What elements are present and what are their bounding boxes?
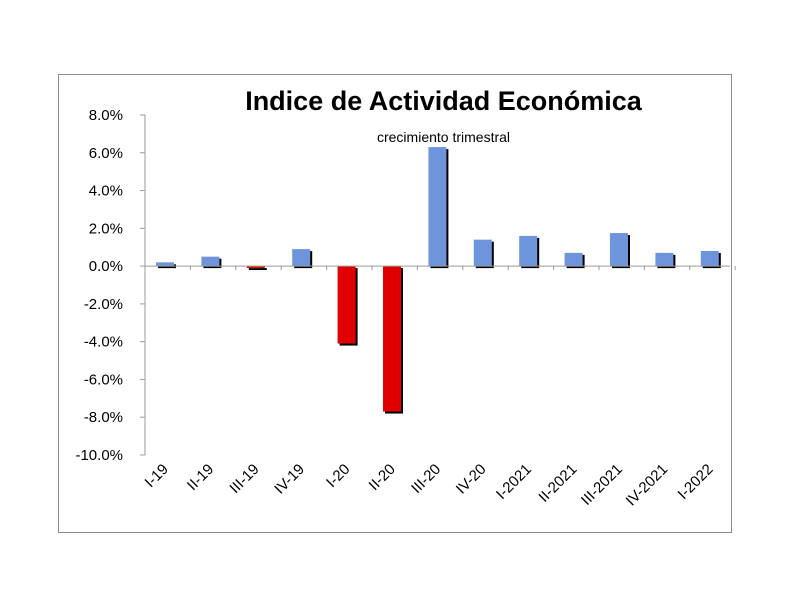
chart-subtitle: crecimiento trimestral xyxy=(376,129,511,145)
bar xyxy=(655,252,674,267)
x-category-label: I-2022 xyxy=(675,461,717,503)
y-tick-label: -10.0% xyxy=(75,447,123,464)
bar xyxy=(473,239,492,267)
bar xyxy=(246,266,265,268)
y-tick-label: 0.0% xyxy=(89,258,123,275)
bar-shadow xyxy=(248,268,267,270)
x-category-label: II-19 xyxy=(184,461,217,494)
bar xyxy=(337,266,356,344)
y-tick-label: 6.0% xyxy=(89,145,123,162)
y-tick-label: 4.0% xyxy=(89,183,123,200)
bar xyxy=(564,252,583,267)
x-category-label: II-2021 xyxy=(535,461,580,506)
bar xyxy=(700,251,719,267)
bar xyxy=(383,266,401,412)
x-category-label: I-20 xyxy=(323,461,353,491)
x-category-label: I-2021 xyxy=(493,461,535,503)
x-category-label: II-20 xyxy=(366,461,399,494)
x-category-label: III-2021 xyxy=(578,461,626,509)
bar xyxy=(428,147,447,267)
chart-title: Indice de Actividad Económica xyxy=(245,86,642,116)
bar xyxy=(610,233,628,267)
x-category-label: IV-19 xyxy=(271,461,308,498)
x-category-label: III-20 xyxy=(408,461,444,497)
bar xyxy=(156,262,174,267)
y-tick-label: -8.0% xyxy=(84,409,123,426)
y-tick-label: 2.0% xyxy=(89,220,123,237)
y-tick-label: -2.0% xyxy=(84,296,123,313)
x-category-label: IV-2021 xyxy=(623,461,672,510)
bar xyxy=(292,249,311,267)
x-category-label: IV-20 xyxy=(453,461,490,498)
bar xyxy=(201,256,220,267)
y-tick-label: -6.0% xyxy=(84,371,123,388)
x-category-label: III-19 xyxy=(226,461,262,497)
y-tick-label: 8.0% xyxy=(89,107,123,124)
y-tick-label: -4.0% xyxy=(84,334,123,351)
x-category-label: I-19 xyxy=(142,461,172,491)
bar xyxy=(519,235,538,267)
